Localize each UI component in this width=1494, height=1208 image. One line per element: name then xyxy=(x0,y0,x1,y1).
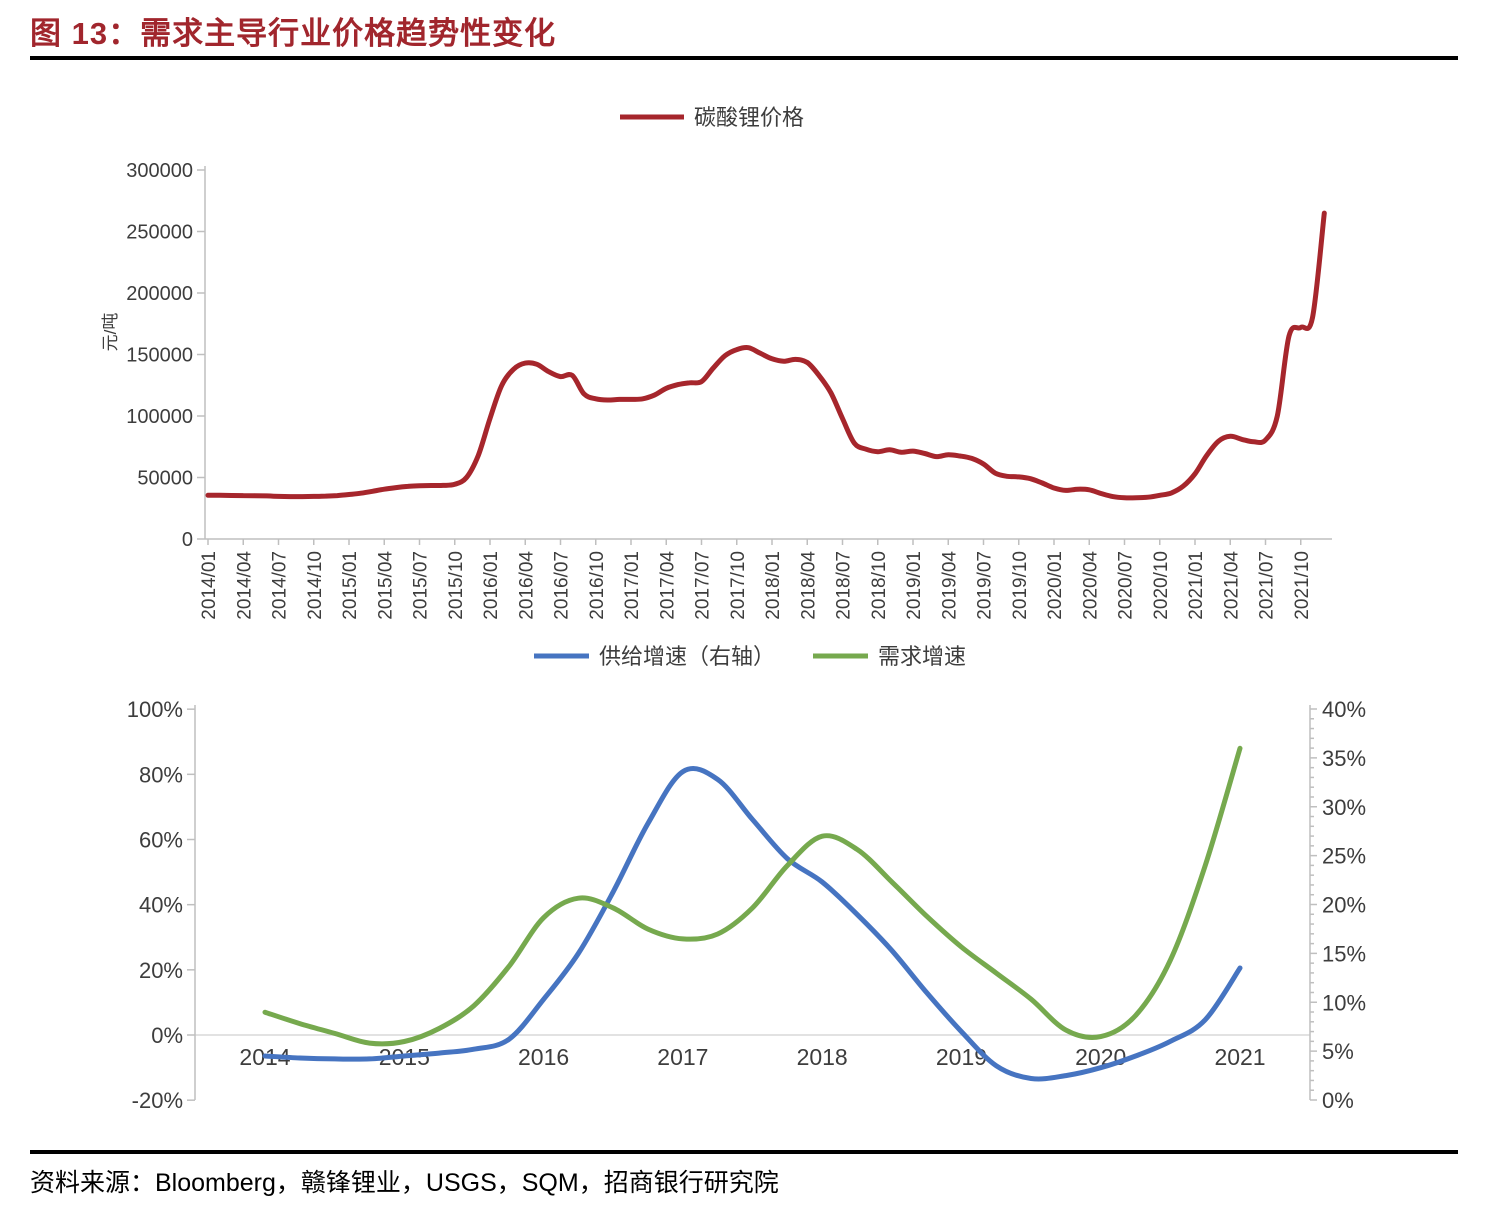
price-x-tick-label: 2017/01 xyxy=(622,551,643,620)
demand-legend-label: 需求增速 xyxy=(878,644,966,669)
title-divider xyxy=(30,56,1458,60)
price-x-tick-label: 2019/01 xyxy=(904,551,925,620)
price-line-series xyxy=(205,210,1327,501)
growth-left-tick-label: 40% xyxy=(139,893,183,918)
price-x-tick-label: 2018/01 xyxy=(763,551,784,620)
price-x-tick-label: 2014/10 xyxy=(305,551,326,620)
price-x-tick-label: 2019/04 xyxy=(939,551,960,620)
price-x-tick-label: 2019/10 xyxy=(1010,551,1031,620)
growth-right-tick-label: 10% xyxy=(1322,990,1366,1015)
price-y-tick-label: 100000 xyxy=(126,406,193,428)
price-y-axis-title: 元/吨 xyxy=(101,313,120,352)
price-x-tick-label: 2015/07 xyxy=(411,551,432,620)
price-y-tick-label: 0 xyxy=(182,529,193,551)
price-x-tick-label: 2021/07 xyxy=(1257,551,1278,620)
growth-right-tick-label: 35% xyxy=(1322,746,1366,771)
supply-line-series xyxy=(262,766,1243,1082)
growth-left-tick-label: 80% xyxy=(139,762,183,787)
price-x-tick-label: 2014/07 xyxy=(270,551,291,620)
growth-right-tick-label: 0% xyxy=(1322,1088,1354,1113)
growth-right-tick-label: 5% xyxy=(1322,1039,1354,1064)
source-divider xyxy=(30,1150,1458,1154)
price-x-tick-label: 2021/01 xyxy=(1186,551,1207,620)
growth-right-tick-label: 20% xyxy=(1322,893,1366,918)
growth-x-tick-label: 2018 xyxy=(797,1044,848,1070)
demand-line-series xyxy=(262,745,1243,1047)
figure-title: 图 13：需求主导行业价格趋势性变化 xyxy=(30,16,557,51)
price-x-tick-label: 2018/04 xyxy=(798,551,819,620)
growth-x-tick-label: 2017 xyxy=(657,1044,708,1070)
growth-right-tick-label: 25% xyxy=(1322,844,1366,869)
price-x-tick-label: 2020/01 xyxy=(1045,551,1066,620)
supply-legend-label: 供给增速（右轴） xyxy=(599,644,775,669)
price-x-tick-label: 2015/04 xyxy=(375,551,396,620)
price-x-tick-label: 2014/04 xyxy=(234,551,255,620)
price-x-tick-label: 2014/01 xyxy=(199,551,220,620)
growth-right-tick-label: 15% xyxy=(1322,941,1366,966)
growth-left-tick-label: 100% xyxy=(127,697,183,722)
price-x-tick-label: 2016/01 xyxy=(481,551,502,620)
price-y-tick-label: 300000 xyxy=(126,160,193,182)
growth-x-tick-label: 2016 xyxy=(518,1044,569,1070)
growth-right-tick-label: 40% xyxy=(1322,697,1366,722)
price-y-tick-label: 50000 xyxy=(137,468,193,490)
price-x-tick-label: 2016/10 xyxy=(587,551,608,620)
price-x-tick-label: 2015/01 xyxy=(340,551,361,620)
growth-left-tick-label: 0% xyxy=(151,1023,183,1048)
price-y-tick-label: 150000 xyxy=(126,345,193,367)
growth-right-tick-label: 30% xyxy=(1322,795,1366,820)
source-note: 资料来源：Bloomberg，赣锋锂业，USGS，SQM，招商银行研究院 xyxy=(30,1169,779,1197)
growth-left-tick-label: 20% xyxy=(139,958,183,983)
price-x-tick-label: 2020/07 xyxy=(1116,551,1137,620)
price-x-tick-label: 2018/07 xyxy=(834,551,855,620)
price-x-tick-label: 2021/04 xyxy=(1221,551,1242,620)
price-x-tick-label: 2017/04 xyxy=(657,551,678,620)
price-x-tick-label: 2018/10 xyxy=(869,551,890,620)
price-x-tick-label: 2021/10 xyxy=(1292,551,1313,620)
growth-left-tick-label: -20% xyxy=(132,1088,183,1113)
price-x-tick-label: 2016/07 xyxy=(552,551,573,620)
price-x-tick-label: 2016/04 xyxy=(516,551,537,620)
growth-left-tick-label: 60% xyxy=(139,828,183,853)
price-x-tick-label: 2015/10 xyxy=(446,551,467,620)
price-y-tick-label: 250000 xyxy=(126,222,193,244)
price-legend-label: 碳酸锂价格 xyxy=(694,105,804,130)
price-x-tick-label: 2019/07 xyxy=(975,551,996,620)
price-x-tick-label: 2017/07 xyxy=(693,551,714,620)
price-y-tick-label: 200000 xyxy=(126,283,193,305)
growth-x-tick-label: 2021 xyxy=(1214,1044,1265,1070)
price-x-tick-label: 2017/10 xyxy=(728,551,749,620)
price-x-tick-label: 2020/10 xyxy=(1151,551,1172,620)
price-x-tick-label: 2020/04 xyxy=(1080,551,1101,620)
